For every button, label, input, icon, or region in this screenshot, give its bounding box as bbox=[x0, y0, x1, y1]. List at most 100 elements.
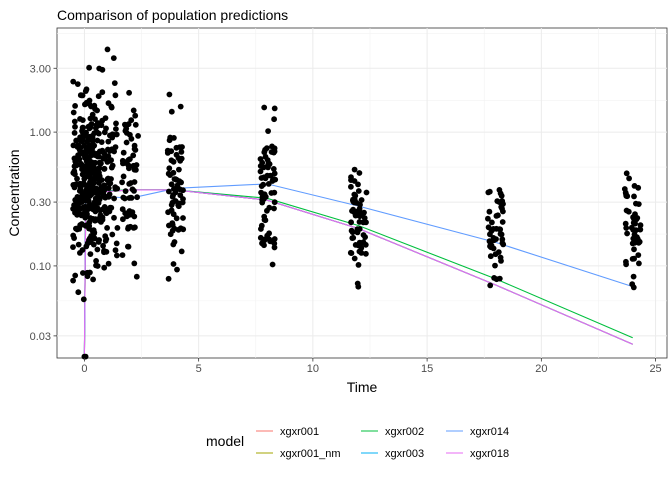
observation-point bbox=[176, 166, 182, 173]
observation-point bbox=[132, 147, 139, 153]
observation-point bbox=[131, 179, 138, 185]
observation-point bbox=[92, 125, 99, 131]
observation-point bbox=[622, 220, 629, 227]
observation-point bbox=[257, 163, 264, 169]
legend-label-xgxr002: xgxr002 bbox=[385, 426, 424, 438]
observation-point bbox=[485, 224, 492, 231]
observation-point bbox=[83, 243, 90, 250]
observation-point bbox=[169, 220, 176, 227]
observation-point bbox=[177, 192, 184, 199]
observation-point bbox=[349, 229, 356, 236]
observation-point bbox=[354, 280, 361, 287]
observation-point bbox=[631, 255, 637, 262]
observation-point bbox=[269, 261, 276, 268]
observation-point bbox=[71, 235, 77, 242]
observation-point bbox=[104, 46, 111, 53]
observation-point bbox=[83, 154, 90, 161]
observation-point bbox=[122, 188, 129, 195]
observation-point bbox=[262, 153, 269, 160]
observation-point bbox=[348, 174, 354, 181]
observation-point bbox=[74, 81, 81, 87]
observation-point bbox=[355, 181, 361, 188]
observation-point bbox=[101, 165, 108, 172]
observation-point bbox=[96, 130, 102, 137]
observation-point bbox=[355, 242, 362, 249]
observation-point bbox=[629, 240, 636, 247]
observation-point bbox=[89, 111, 96, 118]
observation-point bbox=[78, 194, 85, 200]
observation-point bbox=[94, 263, 101, 269]
observation-point bbox=[171, 135, 177, 141]
observation-point bbox=[108, 104, 115, 111]
observation-point bbox=[87, 251, 94, 257]
observation-point bbox=[356, 213, 363, 220]
observation-point bbox=[170, 158, 177, 165]
observation-point bbox=[83, 129, 89, 136]
observation-point bbox=[96, 180, 102, 186]
observation-point bbox=[134, 194, 141, 201]
observation-point bbox=[623, 170, 630, 177]
observation-point bbox=[356, 226, 363, 232]
observation-point bbox=[170, 169, 177, 176]
observation-point bbox=[269, 143, 275, 150]
observation-point bbox=[114, 252, 120, 259]
observation-point bbox=[499, 219, 506, 225]
observation-point bbox=[623, 225, 630, 231]
observation-point bbox=[177, 103, 184, 110]
observation-point bbox=[119, 252, 126, 258]
observation-point bbox=[176, 178, 183, 185]
observation-point bbox=[166, 91, 173, 98]
observation-point bbox=[168, 181, 175, 188]
observation-point bbox=[259, 199, 266, 206]
observation-point bbox=[77, 186, 84, 193]
observation-point bbox=[499, 240, 506, 246]
observation-point bbox=[630, 284, 637, 291]
observation-point bbox=[348, 183, 354, 190]
observation-point bbox=[271, 170, 278, 177]
observation-point bbox=[91, 235, 98, 242]
observation-point bbox=[270, 166, 277, 172]
observation-point bbox=[126, 181, 133, 187]
observation-point bbox=[486, 208, 493, 215]
observation-point bbox=[175, 226, 182, 233]
observation-point bbox=[133, 273, 140, 280]
observation-point bbox=[70, 109, 77, 116]
observation-point bbox=[498, 231, 505, 238]
observation-point bbox=[105, 260, 112, 267]
observation-point bbox=[500, 201, 506, 207]
observation-point bbox=[631, 193, 637, 200]
observation-point bbox=[84, 173, 90, 180]
observation-point bbox=[360, 239, 367, 246]
observation-point bbox=[91, 130, 98, 137]
observation-point bbox=[165, 170, 172, 177]
observation-point bbox=[265, 128, 271, 135]
x-axis: 0 5 10 15 20 25 bbox=[81, 358, 662, 375]
observation-point bbox=[94, 205, 101, 212]
observation-point bbox=[123, 130, 130, 136]
observation-point bbox=[108, 204, 115, 211]
observation-point bbox=[490, 235, 497, 241]
observation-point bbox=[266, 236, 273, 243]
observation-point bbox=[633, 200, 639, 207]
observation-point bbox=[105, 185, 112, 192]
observation-point bbox=[265, 181, 272, 187]
observation-point bbox=[356, 170, 363, 176]
observation-point bbox=[261, 104, 268, 111]
observation-point bbox=[113, 120, 119, 127]
observation-point bbox=[363, 189, 370, 196]
observation-point bbox=[82, 222, 89, 229]
observation-point bbox=[132, 224, 138, 231]
observation-point bbox=[86, 133, 93, 140]
observation-point bbox=[168, 108, 175, 115]
observation-point bbox=[486, 188, 493, 195]
observation-point bbox=[166, 165, 173, 172]
observation-point bbox=[498, 258, 504, 264]
observation-point bbox=[271, 240, 278, 247]
observation-point bbox=[131, 260, 138, 267]
observation-point bbox=[107, 180, 114, 187]
observation-point bbox=[94, 153, 101, 160]
y-tick-label: 0.10 bbox=[30, 261, 51, 273]
grid-major bbox=[57, 28, 667, 358]
observation-point bbox=[132, 121, 139, 128]
observation-point bbox=[632, 211, 638, 218]
